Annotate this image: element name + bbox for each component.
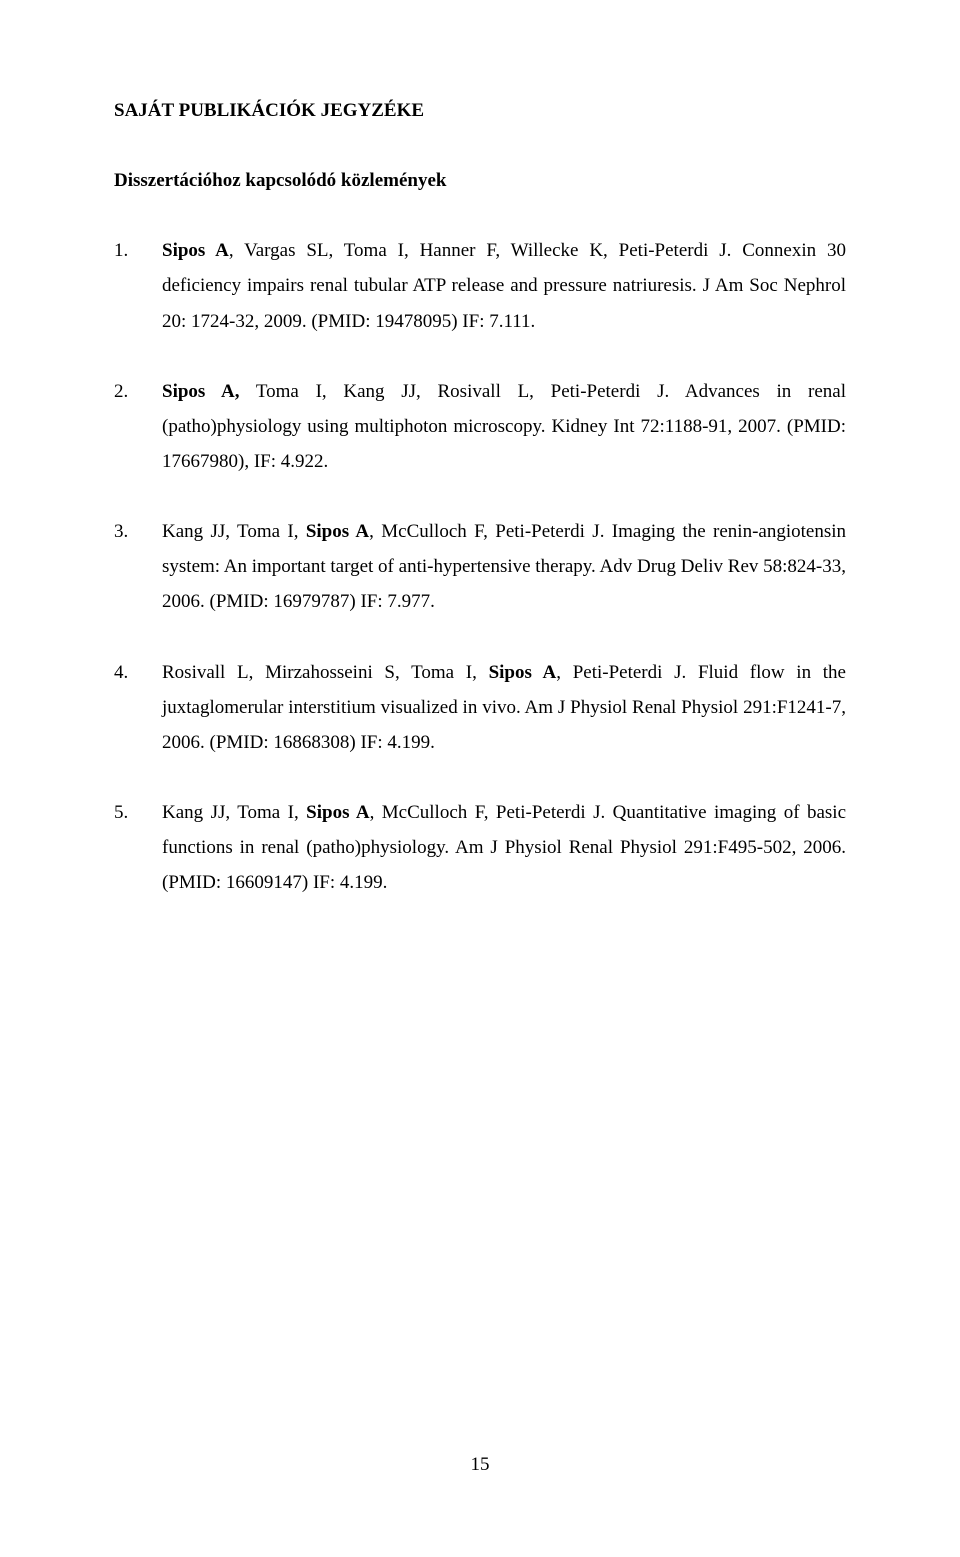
author-highlight: Sipos A [489, 662, 557, 683]
reference-pretext: Kang JJ, Toma I, [162, 521, 306, 542]
reference-text: Toma I, Kang JJ, Rosivall L, Peti-Peterd… [162, 381, 846, 472]
page-title: SAJÁT PUBLIKÁCIÓK JEGYZÉKE [114, 93, 846, 128]
author-highlight: Sipos A [306, 802, 369, 823]
page-number: 15 [0, 1447, 960, 1482]
author-highlight: Sipos A [162, 240, 229, 261]
reference-pretext: Rosivall L, Mirzahosseini S, Toma I, [162, 662, 489, 683]
document-page: SAJÁT PUBLIKÁCIÓK JEGYZÉKE Disszertációh… [0, 0, 960, 1557]
reference-entry: 2. Sipos A, Toma I, Kang JJ, Rosivall L,… [114, 374, 846, 479]
section-heading: Disszertációhoz kapcsolódó közlemények [114, 163, 846, 198]
reference-text: , Vargas SL, Toma I, Hanner F, Willecke … [162, 240, 846, 331]
reference-number: 4. [114, 655, 162, 760]
author-highlight: Sipos A [306, 521, 369, 542]
reference-number: 2. [114, 374, 162, 479]
reference-entry: 5. Kang JJ, Toma I, Sipos A, McCulloch F… [114, 795, 846, 900]
reference-body: Sipos A, Toma I, Kang JJ, Rosivall L, Pe… [162, 374, 846, 479]
reference-body: Kang JJ, Toma I, Sipos A, McCulloch F, P… [162, 795, 846, 900]
reference-entry: 3. Kang JJ, Toma I, Sipos A, McCulloch F… [114, 514, 846, 619]
reference-body: Kang JJ, Toma I, Sipos A, McCulloch F, P… [162, 514, 846, 619]
reference-body: Rosivall L, Mirzahosseini S, Toma I, Sip… [162, 655, 846, 760]
reference-entry: 1. Sipos A, Vargas SL, Toma I, Hanner F,… [114, 233, 846, 338]
reference-entry: 4. Rosivall L, Mirzahosseini S, Toma I, … [114, 655, 846, 760]
reference-number: 1. [114, 233, 162, 338]
reference-number: 5. [114, 795, 162, 900]
reference-number: 3. [114, 514, 162, 619]
reference-pretext: Kang JJ, Toma I, [162, 802, 306, 823]
reference-body: Sipos A, Vargas SL, Toma I, Hanner F, Wi… [162, 233, 846, 338]
author-highlight: Sipos A, [162, 381, 239, 402]
